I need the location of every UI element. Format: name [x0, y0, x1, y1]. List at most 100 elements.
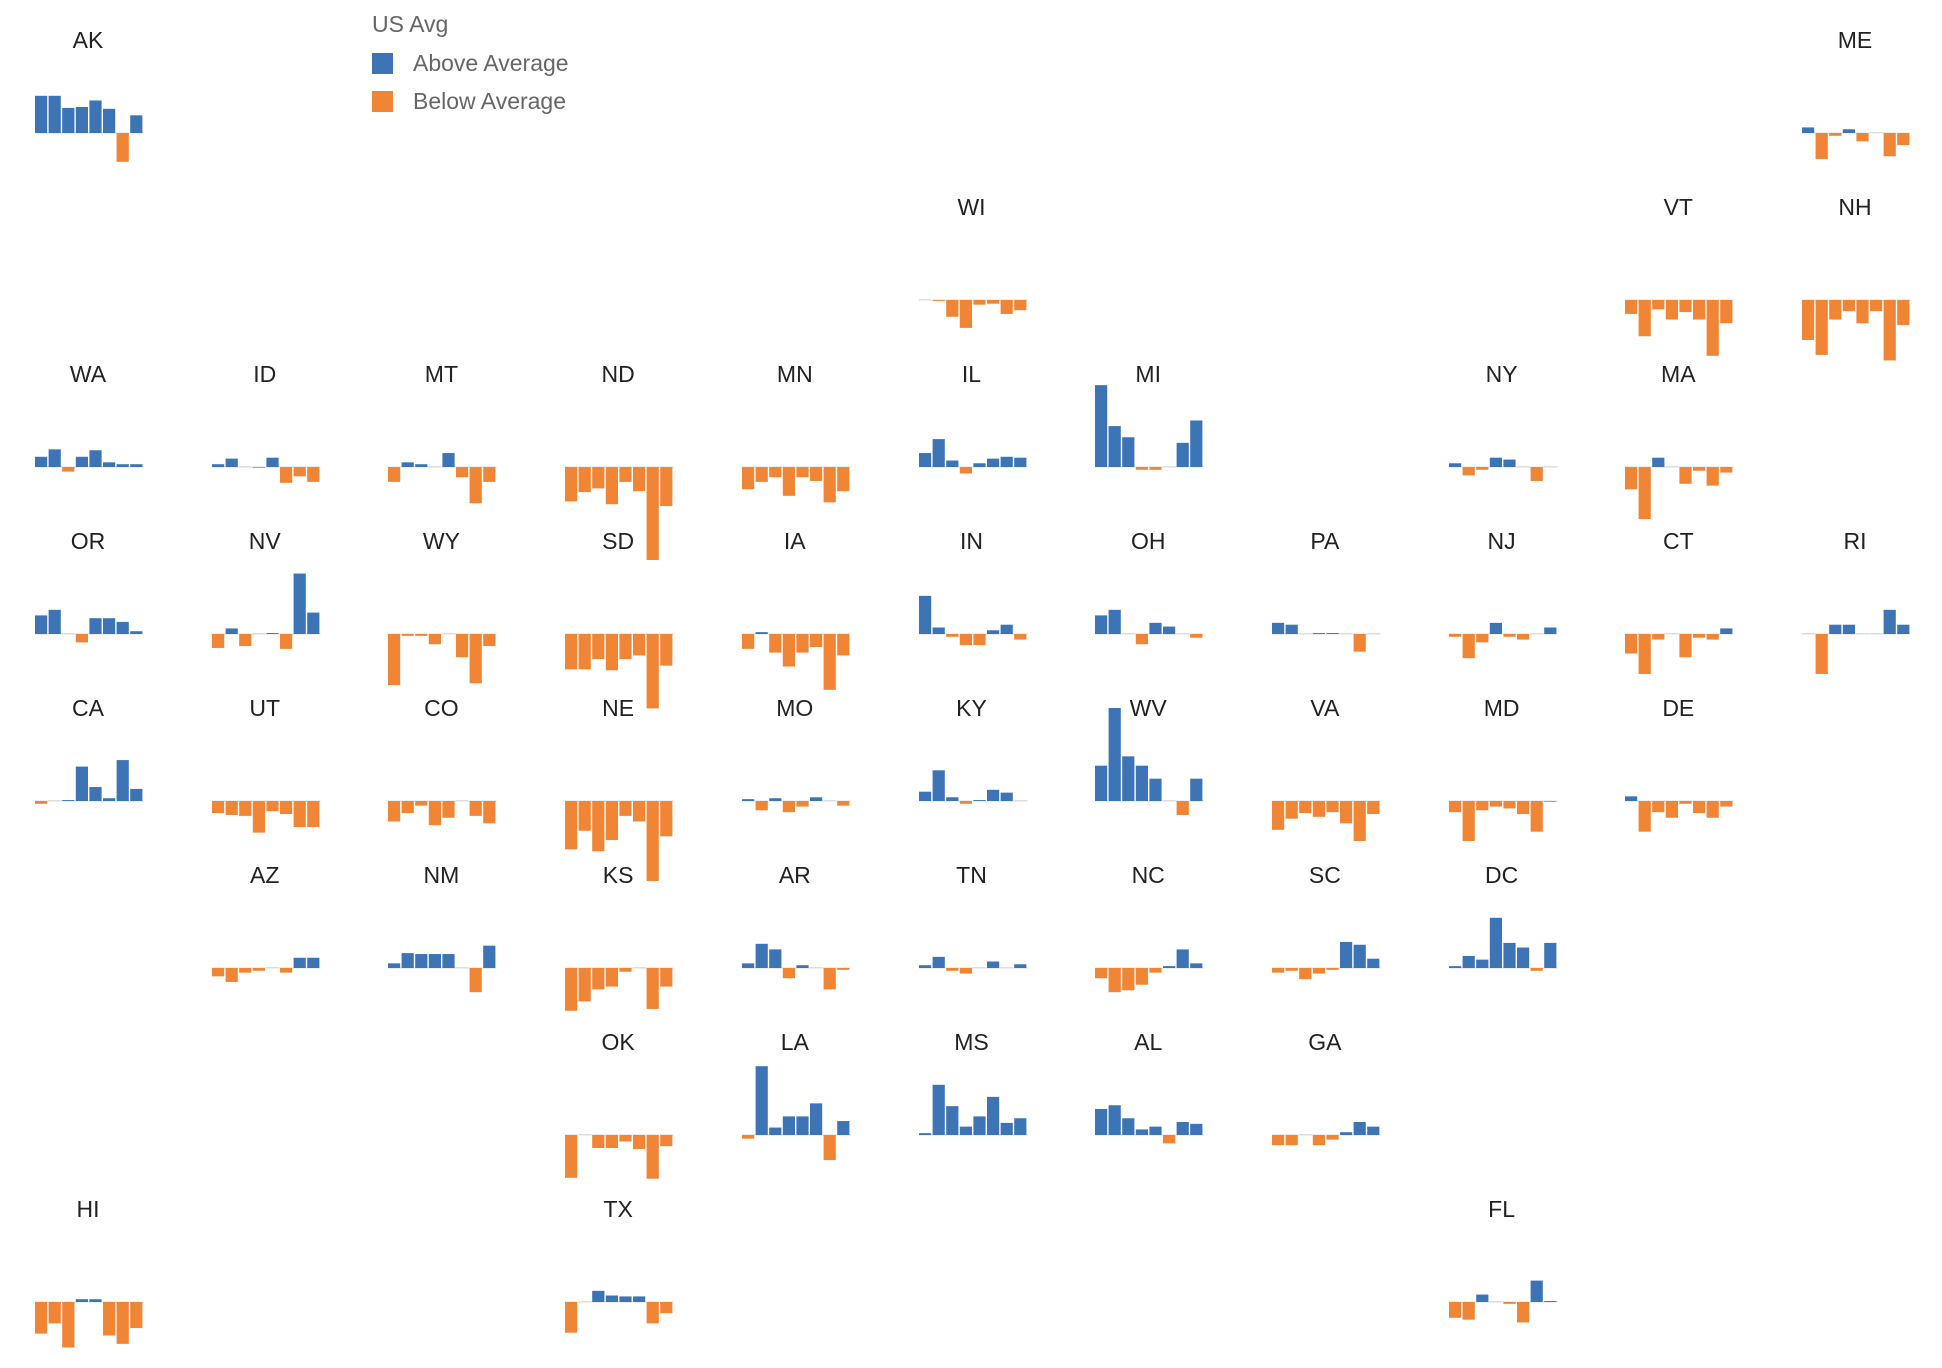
bar[interactable]: [619, 1135, 632, 1142]
state-tile-il[interactable]: IL: [884, 334, 1060, 501]
bar[interactable]: [1353, 634, 1366, 652]
bar[interactable]: [252, 467, 265, 468]
bar[interactable]: [782, 467, 795, 496]
bar[interactable]: [1135, 765, 1149, 801]
bar[interactable]: [619, 801, 632, 816]
bar[interactable]: [1815, 300, 1828, 355]
state-tile-wy[interactable]: WY: [353, 501, 529, 686]
bar[interactable]: [836, 467, 850, 492]
bar[interactable]: [1502, 459, 1516, 467]
bar[interactable]: [1108, 968, 1121, 993]
state-tile-ms[interactable]: MS: [884, 1002, 1060, 1169]
bar[interactable]: [1543, 627, 1556, 634]
bar[interactable]: [1108, 426, 1121, 467]
bar[interactable]: [35, 456, 48, 467]
bar[interactable]: [1122, 1118, 1135, 1135]
bar[interactable]: [1856, 633, 1869, 634]
bar[interactable]: [945, 300, 958, 317]
bar[interactable]: [62, 467, 75, 472]
bar[interactable]: [1135, 1129, 1149, 1135]
bar[interactable]: [1448, 966, 1461, 968]
bar[interactable]: [1448, 801, 1461, 813]
bar[interactable]: [768, 467, 782, 478]
bar[interactable]: [1842, 624, 1855, 634]
bar[interactable]: [62, 107, 75, 133]
state-tile-ar[interactable]: AR: [707, 835, 883, 1002]
bar[interactable]: [796, 801, 809, 807]
bar[interactable]: [1706, 634, 1720, 640]
bar[interactable]: [211, 801, 224, 814]
bar[interactable]: [1271, 622, 1285, 634]
bar[interactable]: [592, 968, 605, 990]
bar[interactable]: [48, 1302, 61, 1324]
bar[interactable]: [116, 760, 129, 801]
bar[interactable]: [1530, 467, 1543, 481]
state-tile-ut[interactable]: UT: [177, 668, 353, 835]
bar[interactable]: [660, 634, 673, 666]
bar[interactable]: [1285, 624, 1298, 634]
bar[interactable]: [1000, 456, 1013, 467]
state-tile-in[interactable]: IN: [884, 501, 1060, 668]
bar[interactable]: [1679, 300, 1692, 313]
bar[interactable]: [945, 634, 958, 637]
bar[interactable]: [89, 787, 102, 801]
bar[interactable]: [442, 453, 455, 467]
bar[interactable]: [972, 463, 986, 467]
bar[interactable]: [1489, 622, 1502, 634]
bar[interactable]: [796, 965, 809, 968]
bar[interactable]: [1829, 624, 1842, 634]
bar[interactable]: [1652, 634, 1665, 640]
bar[interactable]: [592, 1290, 605, 1302]
bar[interactable]: [1163, 466, 1176, 467]
bar[interactable]: [592, 801, 605, 852]
state-tile-co[interactable]: CO: [353, 668, 529, 835]
bar[interactable]: [1108, 708, 1121, 801]
bar[interactable]: [89, 618, 102, 634]
bar[interactable]: [1652, 801, 1665, 813]
bar[interactable]: [986, 300, 999, 304]
bar[interactable]: [62, 1302, 75, 1348]
bar[interactable]: [1000, 792, 1013, 801]
bar[interactable]: [782, 968, 795, 979]
bar[interactable]: [1666, 466, 1679, 467]
bar[interactable]: [238, 968, 252, 973]
state-tile-nj[interactable]: NJ: [1414, 501, 1590, 668]
bar[interactable]: [565, 1302, 578, 1333]
bar[interactable]: [1367, 958, 1380, 968]
bar[interactable]: [35, 95, 48, 133]
bar[interactable]: [1271, 801, 1285, 830]
state-tile-mt[interactable]: MT: [353, 334, 529, 504]
bar[interactable]: [1095, 615, 1108, 634]
bar[interactable]: [1095, 968, 1108, 979]
bar[interactable]: [1489, 1301, 1502, 1302]
bar[interactable]: [565, 801, 578, 850]
bar[interactable]: [1353, 801, 1366, 841]
bar[interactable]: [238, 466, 252, 467]
bar[interactable]: [401, 462, 415, 467]
bar[interactable]: [646, 1302, 659, 1324]
bar[interactable]: [1883, 609, 1896, 634]
bar[interactable]: [809, 467, 822, 481]
bar[interactable]: [646, 1135, 659, 1179]
bar[interactable]: [1856, 133, 1869, 142]
bar[interactable]: [75, 634, 88, 643]
legend-item-below[interactable]: Below Average: [372, 82, 569, 120]
bar[interactable]: [633, 1135, 646, 1149]
bar[interactable]: [429, 466, 442, 467]
bar[interactable]: [252, 633, 265, 634]
bar[interactable]: [306, 801, 320, 828]
state-tile-fl[interactable]: FL: [1414, 1169, 1590, 1336]
bar[interactable]: [1897, 133, 1910, 146]
bar[interactable]: [1013, 800, 1026, 801]
bar[interactable]: [238, 634, 252, 647]
state-tile-ga[interactable]: GA: [1237, 1002, 1413, 1169]
bar[interactable]: [130, 1302, 143, 1329]
bar[interactable]: [959, 634, 972, 646]
bar[interactable]: [1163, 626, 1176, 634]
bar[interactable]: [823, 968, 836, 990]
bar[interactable]: [415, 954, 428, 968]
bar[interactable]: [1367, 1126, 1380, 1135]
bar[interactable]: [633, 634, 646, 656]
bar[interactable]: [293, 467, 306, 477]
bar[interactable]: [1299, 1134, 1312, 1135]
